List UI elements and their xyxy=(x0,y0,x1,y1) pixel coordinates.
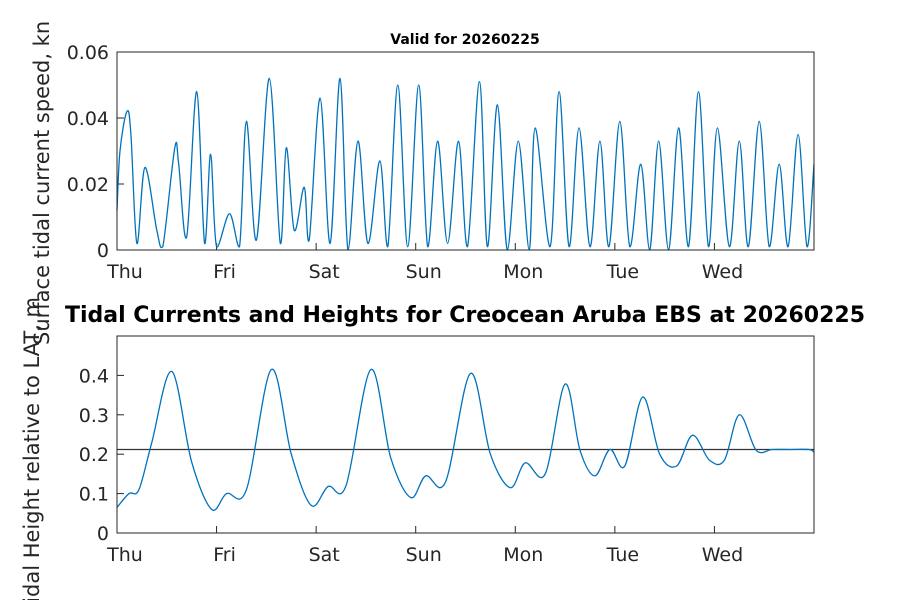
current-x-tick-label: Wed xyxy=(702,261,743,283)
height-y-tick-label: 0.2 xyxy=(79,444,109,466)
height-axes-box xyxy=(116,335,815,534)
height-y-axis-label: Tidal Height relative to LAT, m xyxy=(20,297,44,600)
current-x-tick-label: Mon xyxy=(503,261,543,283)
current-speed-chart: Valid for 20260225 0 0.02 0.04 0.06 Thu Fri S… xyxy=(30,21,815,345)
height-y-tick-label: 0.1 xyxy=(79,484,109,506)
height-y-tick-label: 0.3 xyxy=(79,405,109,427)
height-x-tick-label: Sat xyxy=(309,544,340,566)
current-y-tick-label: 0.06 xyxy=(67,42,109,64)
height-x-tick-label: Wed xyxy=(702,544,743,566)
tidal-height-line xyxy=(116,368,815,511)
height-x-tick-label: Thu xyxy=(106,544,143,566)
height-x-tick-label: Fri xyxy=(213,544,236,566)
height-x-tick-label: Mon xyxy=(503,544,543,566)
current-axes-box xyxy=(116,51,815,251)
current-x-tick-label: Sat xyxy=(309,261,340,283)
current-x-tick-label: Fri xyxy=(213,261,236,283)
height-x-tick-label: Sun xyxy=(406,544,442,566)
current-y-axis-label: Surface tidal current speed, kn xyxy=(30,21,54,345)
current-x-tick-label: Thu xyxy=(106,261,143,283)
current-speed-line xyxy=(116,77,815,251)
height-y-ticks: 0 0.1 0.2 0.3 0.4 xyxy=(79,365,124,545)
height-y-tick-label: 0.4 xyxy=(79,365,109,387)
height-chart-title: Tidal Currents and Heights for Creocean … xyxy=(65,303,865,328)
height-y-tick-label: 0 xyxy=(97,523,109,545)
current-y-tick-label: 0.04 xyxy=(67,108,109,130)
current-x-ticks: Thu Fri Sat Sun Mon Tue Wed xyxy=(106,243,743,283)
tidal-height-chart: 0 0.1 0.2 0.3 0.4 Thu Fri Sat Sun Mon Tue Wed Tida… xyxy=(20,297,865,600)
current-chart-title: Valid for 20260225 xyxy=(390,32,539,48)
current-x-tick-label: Tue xyxy=(606,261,639,283)
current-y-ticks: 0 0.02 0.04 0.06 xyxy=(67,42,124,262)
current-x-tick-label: Sun xyxy=(406,261,442,283)
current-y-tick-label: 0.02 xyxy=(67,174,109,196)
height-x-ticks: Thu Fri Sat Sun Mon Tue Wed xyxy=(106,526,743,566)
height-x-tick-label: Tue xyxy=(606,544,639,566)
current-y-tick-label: 0 xyxy=(97,240,109,262)
